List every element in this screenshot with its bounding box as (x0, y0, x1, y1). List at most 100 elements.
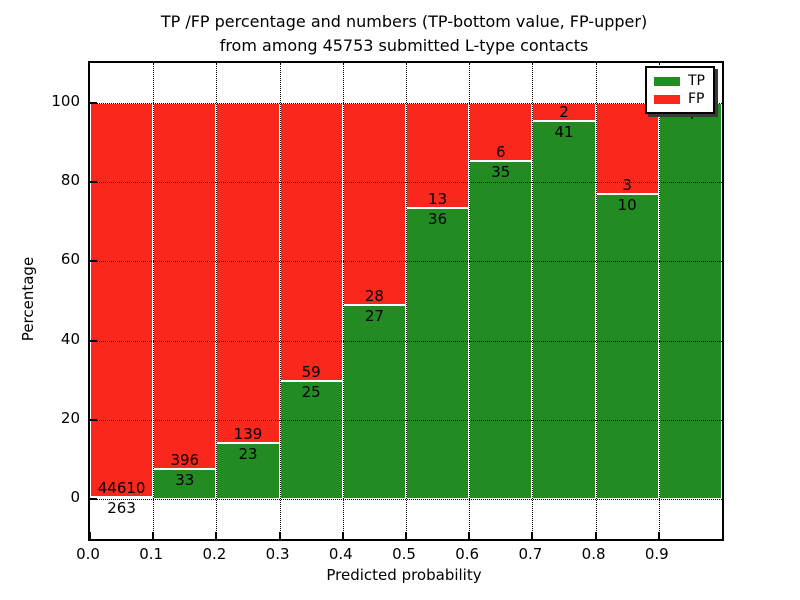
x-tick-label: 0.2 (202, 545, 227, 563)
bar-tp-count-label: 25 (301, 383, 321, 402)
y-tick-mark (90, 181, 97, 183)
x-tick-label: 0.1 (139, 545, 164, 563)
bar-tp-segment (406, 207, 470, 500)
bar-fp-segment (469, 102, 533, 161)
x-tick-mark (89, 532, 91, 539)
x-gridline (532, 63, 534, 539)
bar-group: 44610 263 (90, 63, 154, 539)
bar-fp-count-label: 396 (170, 450, 200, 469)
bar-tp-segment (279, 381, 343, 500)
bar-tp-count-label: 27 (364, 306, 384, 325)
bar-tp-segment (153, 468, 217, 500)
bar-tp-segment (90, 497, 154, 500)
legend-item-tp: TP (654, 74, 706, 88)
x-gridline (406, 63, 407, 539)
x-tick-mark (594, 532, 597, 539)
bar-group: 396 33 (153, 63, 217, 539)
y-tick-label: 80 (60, 171, 80, 189)
x-gridline (279, 63, 281, 539)
legend-item-fp: FP (654, 92, 706, 106)
fp-color-swatch (654, 94, 680, 104)
y-gridline (90, 102, 722, 104)
bar-fp-count-label: 59 (301, 363, 321, 382)
y-gridline (90, 182, 722, 183)
y-axis-label: Percentage (19, 256, 37, 342)
x-gridline (342, 63, 344, 539)
legend: TP FP (645, 66, 715, 114)
chart-title: TP /FP percentage and numbers (TP-bottom… (88, 10, 720, 58)
x-tick-label: 0.7 (518, 545, 543, 563)
bar-fp-count-label: 44610 (97, 479, 146, 498)
bar-fp-count-label: 28 (364, 286, 384, 305)
y-tick-label: 100 (51, 91, 80, 110)
bar-tp-segment (342, 304, 406, 500)
bar-fp-count-label: 2 (559, 103, 569, 122)
x-tick-mark (405, 532, 407, 539)
x-tick-mark (152, 532, 155, 539)
bar-tp-segment (469, 160, 533, 500)
bar-group: 6 35 (469, 63, 533, 539)
bar-tp-count-label: 263 (107, 499, 136, 517)
bar-fp-segment (153, 102, 217, 469)
bar-fp-count-label: 3 (622, 176, 632, 195)
bar-tp-count-label: 35 (491, 162, 511, 181)
x-tick-mark (468, 532, 471, 539)
x-gridline (658, 63, 660, 539)
legend-label-tp: TP (688, 73, 705, 89)
x-tick-mark (215, 532, 218, 539)
bar-fp-segment (595, 102, 659, 195)
bar-tp-segment (595, 194, 659, 500)
x-tick-label: 0.0 (76, 545, 100, 563)
tp-color-swatch (654, 76, 680, 86)
bar-group: 59 25 (279, 63, 343, 539)
x-tick-label: 0.9 (644, 545, 669, 563)
y-tick-label: 20 (60, 409, 80, 427)
bar-tp-count-label: 23 (238, 445, 258, 464)
bar-tp-count-label: 41 (554, 123, 574, 142)
chart-title-line2: from among 45753 submitted L-type contac… (219, 36, 589, 55)
x-gridline (595, 63, 597, 539)
x-gridline (469, 63, 471, 539)
y-tick-label: 60 (60, 250, 80, 269)
bar-group: 04 (658, 63, 722, 539)
y-tick-mark (90, 498, 97, 501)
x-tick-mark (341, 532, 344, 539)
bar-group: 13 36 (406, 63, 470, 539)
x-gridline (153, 63, 155, 539)
x-tick-mark (531, 532, 534, 539)
y-tick-label: 40 (60, 329, 80, 348)
bar-tp-segment (532, 121, 596, 500)
bar-tp-segment (658, 102, 722, 500)
bar-tp-count-label: 10 (617, 196, 637, 215)
plot-area: 4461026339633139235925282713366352413100… (88, 61, 724, 541)
y-tick-label: 0 (70, 488, 80, 507)
y-tick-mark (90, 101, 97, 104)
bar-tp-count-label: 33 (175, 470, 195, 489)
y-gridline (90, 499, 722, 501)
y-gridline (90, 261, 722, 263)
bar-fp-segment (216, 102, 280, 443)
bar-group: 2 41 (532, 63, 596, 539)
x-tick-mark (278, 532, 281, 539)
x-tick-label: 0.8 (581, 545, 606, 563)
chart-title-line1: TP /FP percentage and numbers (TP-bottom… (160, 12, 648, 31)
bar-fp-count-label: 13 (428, 189, 448, 208)
legend-label-fp: FP (688, 91, 705, 107)
x-tick-mark (657, 532, 660, 539)
bar-group: 3 10 (595, 63, 659, 539)
bar-fp-segment (406, 102, 470, 208)
x-gridline (216, 63, 218, 539)
y-gridline (90, 340, 722, 342)
bar-group: 28 27 (342, 63, 406, 539)
x-tick-label: 0.6 (455, 545, 480, 563)
y-gridline (90, 420, 722, 421)
bar-group: 139 23 (216, 63, 280, 539)
bar-fp-segment (90, 102, 154, 497)
bar-fp-count-label: 139 (233, 425, 263, 444)
y-tick-mark (90, 419, 97, 421)
x-tick-label: 0.5 (392, 545, 416, 563)
x-tick-label: 0.4 (328, 545, 353, 563)
y-tick-mark (90, 260, 97, 263)
bar-tp-count-label: 36 (428, 209, 448, 228)
